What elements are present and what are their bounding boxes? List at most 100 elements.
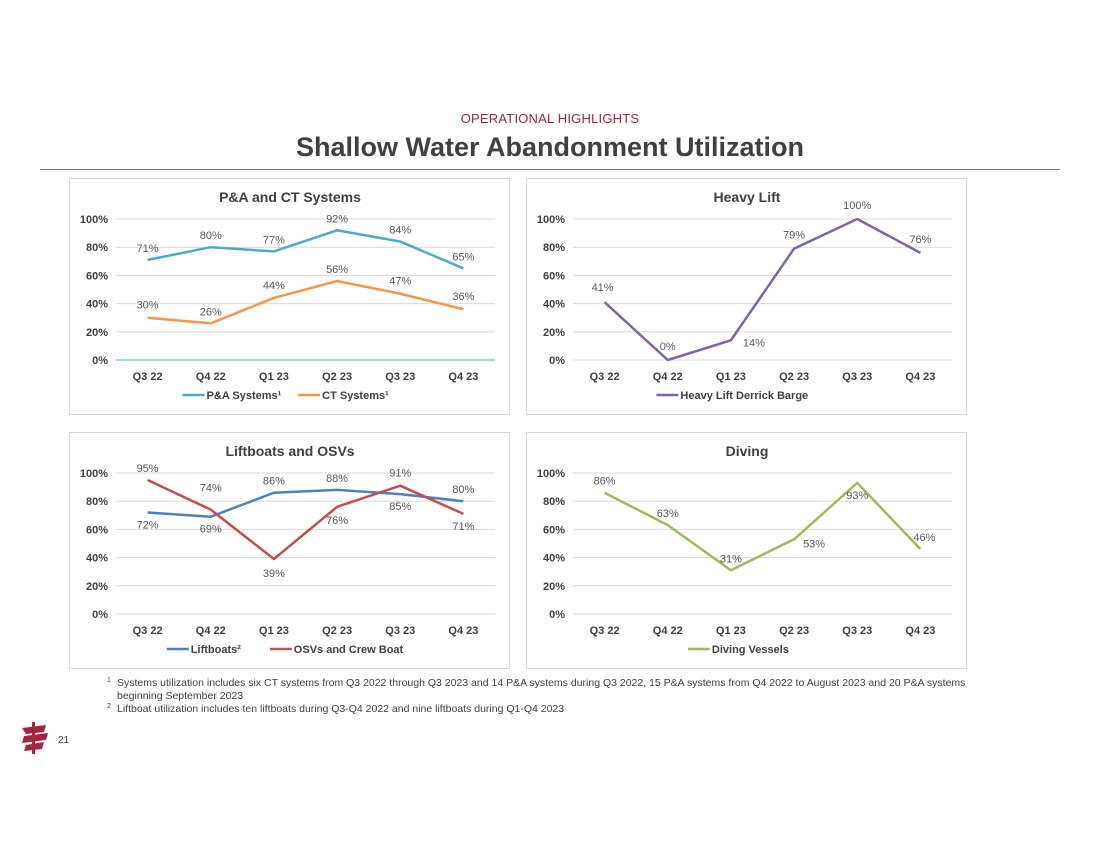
legend-label-1: Heavy Lift Derrick Barge [680,390,808,402]
page-number: 21 [58,735,70,746]
data-label: 76% [326,515,348,527]
y-tick-label: 100% [537,214,565,226]
data-label: 65% [452,251,474,263]
footnote-1-mark: 1 [107,677,111,684]
y-tick-label: 80% [543,242,565,254]
y-tick-label: 60% [86,524,108,536]
y-tick-label: 20% [86,327,108,339]
y-tick-label: 20% [86,581,108,593]
data-label: 85% [389,501,411,513]
x-tick-label: Q4 22 [653,625,683,637]
x-tick-label: Q3 23 [385,625,415,637]
footnotes: 1 Systems utilization includes six CT sy… [107,677,1007,716]
y-tick-label: 80% [86,496,108,508]
data-label: 44% [263,280,285,292]
y-tick-label: 100% [80,214,108,226]
x-tick-label: Q4 22 [196,625,226,637]
data-label: 95% [137,463,159,475]
legend-label-1: Liftboats² [191,644,241,656]
footnote-2: 2 Liftboat utilization includes ten lift… [107,703,1007,716]
chart-panel-heavy-lift: Heavy Lift 0% 20% 40% 60% 80% 100% Q3 22 Q4 22 Q1… [526,178,967,415]
x-tick-label: Q3 22 [133,625,163,637]
data-label: 46% [913,532,935,544]
x-tick-label: Q4 22 [653,371,683,383]
x-tick-label: Q2 23 [779,371,809,383]
data-label: 26% [200,306,222,318]
x-tick-label: Q4 23 [905,371,935,383]
data-label: 77% [263,234,285,246]
series-line-1 [147,488,464,518]
data-label: 39% [263,568,285,580]
data-label: 0% [660,341,676,353]
footnote-1: 1 Systems utilization includes six CT sy… [107,677,1007,703]
data-label: 41% [592,282,614,294]
data-label: 72% [137,519,159,531]
x-tick-label: Q1 23 [716,371,746,383]
data-label: 84% [389,225,411,237]
data-label: 79% [783,230,805,242]
data-label: 63% [657,508,679,520]
series-line-2 [147,279,464,325]
x-tick-label: Q3 22 [590,371,620,383]
data-label: 93% [846,490,868,502]
series-line-1 [147,229,464,270]
y-tick-label: 20% [543,581,565,593]
x-tick-label: Q3 23 [842,371,872,383]
series-line-2 [147,478,464,561]
y-tick-label: 100% [80,468,108,480]
chart-panel-diving: Diving 0% 20% 40% 60% 80% 100% Q3 22 Q4 22 Q1 23 Q… [526,432,967,669]
data-label: 53% [803,538,825,550]
data-label: 80% [200,230,222,242]
y-tick-label: 0% [549,609,565,621]
y-tick-label: 20% [543,327,565,339]
x-tick-label: Q4 22 [196,371,226,383]
x-tick-label: Q3 22 [590,625,620,637]
x-tick-label: Q2 23 [322,371,352,383]
data-label: 92% [326,213,348,225]
data-label: 71% [452,521,474,533]
y-tick-label: 40% [86,299,108,311]
chart-pa-ct-systems: P&A and CT Systems 0% 20% 40% 60% 80% 100% Q3 2… [80,189,495,402]
data-label: 86% [263,476,285,488]
data-label: 80% [452,484,474,496]
data-label: 30% [137,300,159,312]
title-divider [40,169,1060,170]
x-tick-label: Q3 23 [842,625,872,637]
y-tick-label: 40% [543,299,565,311]
data-label: 56% [326,264,348,276]
x-tick-label: Q4 23 [448,625,478,637]
x-tick-label: Q1 23 [259,625,289,637]
data-label: 31% [720,553,742,565]
data-label: 36% [452,291,474,303]
footnote-1-text: Systems utilization includes six CT syst… [117,677,966,702]
x-tick-label: Q2 23 [779,625,809,637]
data-label: 100% [843,200,871,212]
y-tick-label: 40% [543,553,565,565]
x-tick-label: Q3 23 [385,371,415,383]
data-label: 14% [743,337,765,349]
footnote-2-mark: 2 [107,703,111,710]
y-tick-label: 0% [549,355,565,367]
data-label: 88% [326,473,348,485]
x-tick-label: Q3 22 [133,371,163,383]
data-label: 76% [909,234,931,246]
chart-heavy-lift: Heavy Lift 0% 20% 40% 60% 80% 100% Q3 22 Q4 22 Q1… [537,189,952,402]
section-eyebrow: OPERATIONAL HIGHLIGHTS [460,111,640,126]
legend-label-1: Diving Vessels [712,644,789,656]
y-tick-label: 60% [86,270,108,282]
chart-title: Heavy Lift [714,189,781,205]
x-tick-label: Q1 23 [716,625,746,637]
chart-title: P&A and CT Systems [219,189,361,205]
footnote-2-text: Liftboat utilization includes ten liftbo… [117,703,565,715]
legend-label-2: OSVs and Crew Boat [294,644,404,656]
company-logo-icon [20,722,50,754]
x-tick-label: Q4 23 [905,625,935,637]
y-tick-label: 100% [537,468,565,480]
chart-title: Liftboats and OSVs [225,443,354,459]
data-label: 91% [389,468,411,480]
y-tick-label: 80% [543,496,565,508]
chart-panel-pa-ct: P&A and CT Systems 0% 20% 40% 60% 80% 100% Q3 2… [69,178,510,415]
y-tick-label: 60% [543,524,565,536]
y-tick-label: 80% [86,242,108,254]
page-title: Shallow Water Abandonment Utilization [295,132,804,162]
